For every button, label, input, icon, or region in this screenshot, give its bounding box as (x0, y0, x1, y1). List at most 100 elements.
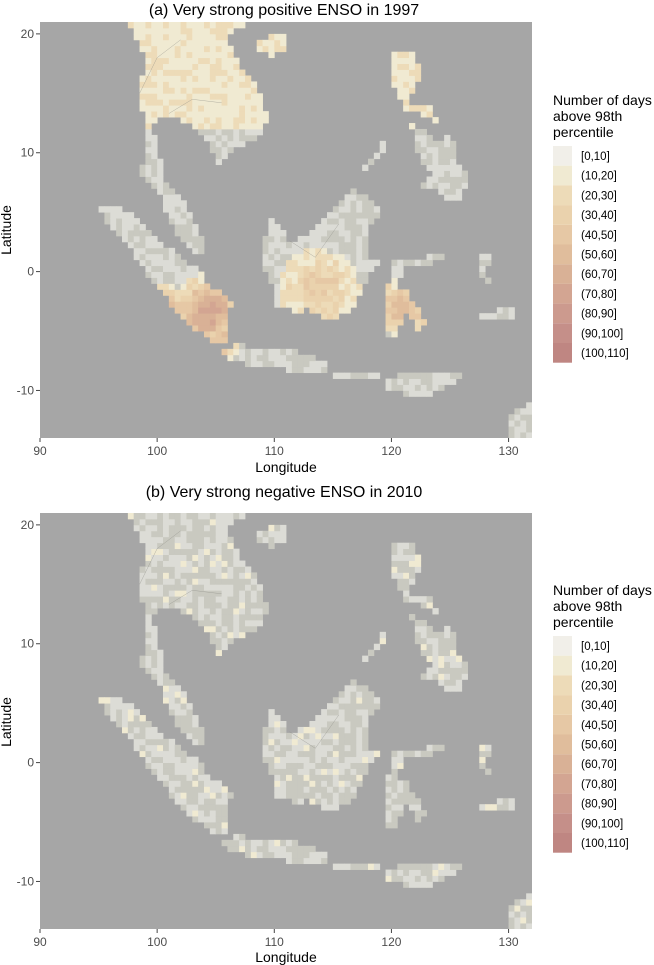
map-cell (332, 265, 340, 272)
map-cell (291, 247, 299, 255)
map-cell (438, 384, 445, 391)
map-cell (338, 691, 345, 698)
map-cell (133, 22, 140, 29)
map-cell (397, 313, 404, 320)
map-cell (280, 301, 287, 308)
map-cell (286, 259, 293, 267)
map-cell (303, 857, 310, 865)
map-cell (338, 200, 345, 207)
map-cell (163, 259, 170, 267)
map-cell (145, 117, 152, 124)
map-cell (403, 384, 410, 391)
map-cell (256, 45, 263, 53)
map-cell (297, 360, 304, 368)
map-cell (151, 673, 158, 680)
map-cell (315, 732, 322, 740)
map-cell (151, 756, 158, 763)
map-cell (332, 744, 340, 752)
map-cell (122, 212, 129, 219)
map-cell (157, 277, 164, 284)
map-cell (139, 530, 146, 538)
map-cell (321, 295, 328, 302)
map-cell (309, 283, 316, 290)
map-cell (204, 513, 211, 520)
map-cell (192, 235, 199, 243)
map-cell (221, 33, 228, 41)
map-cell (145, 164, 152, 171)
map-cell (321, 786, 328, 793)
map-cell (268, 732, 275, 740)
map-cell (450, 176, 457, 183)
map-cell (256, 590, 263, 597)
map-cell (186, 301, 193, 308)
map-cell (432, 372, 439, 379)
map-cell (315, 277, 322, 284)
map-cell (327, 774, 334, 781)
map-cell (168, 259, 176, 267)
map-cell (139, 732, 146, 740)
map-cell (174, 709, 181, 716)
map-cell (157, 93, 164, 100)
map-cell (198, 45, 205, 53)
map-cell (145, 57, 152, 64)
map-cell (133, 224, 140, 231)
map-cell (403, 307, 410, 314)
map-cell (245, 619, 252, 627)
map-cell (204, 51, 211, 59)
map-cell (297, 265, 304, 272)
map-cell (280, 792, 287, 799)
map-cell (450, 140, 457, 148)
map-cell (379, 146, 386, 154)
map-cell (344, 750, 351, 758)
map-cell (204, 560, 211, 567)
map-cell (280, 536, 287, 544)
map-cell (151, 247, 158, 255)
map-cell (204, 331, 211, 338)
map-cell (233, 572, 240, 579)
map-cell (403, 798, 410, 805)
map-cell (192, 313, 199, 320)
map-cell (215, 22, 222, 29)
map-cell (280, 780, 287, 787)
map-cell (420, 146, 427, 154)
map-cell (186, 93, 193, 100)
map-cell (327, 780, 334, 787)
map-cell (414, 816, 422, 823)
map-cell (397, 780, 404, 787)
map-cell (338, 307, 345, 314)
map-cell (315, 295, 322, 302)
map-cell (256, 105, 263, 112)
map-cell (268, 241, 275, 249)
map-cell (479, 744, 486, 752)
map-cell (397, 87, 404, 94)
map-cell (215, 33, 222, 41)
map-cell (215, 336, 222, 344)
map-cell (192, 230, 199, 237)
map-cell (303, 277, 310, 284)
map-cell (344, 721, 351, 728)
map-cell (291, 271, 299, 278)
map-cell (444, 661, 451, 668)
map-cell (332, 241, 340, 249)
map-cell (397, 560, 404, 567)
map-cell (409, 548, 416, 555)
map-cell (151, 750, 158, 758)
map-cell (274, 230, 281, 237)
map-cell (180, 721, 187, 728)
map-cell (157, 247, 164, 255)
map-cell (233, 354, 240, 362)
map-cell (151, 536, 158, 544)
map-cell (297, 307, 304, 314)
map-cell (250, 619, 258, 627)
map-cell (438, 176, 445, 183)
map-cell (157, 265, 164, 272)
map-cell (227, 548, 234, 555)
map-cell (420, 810, 427, 817)
map-cell (174, 721, 181, 728)
map-cell (344, 218, 351, 225)
map-cell (397, 301, 404, 308)
map-cell (362, 756, 369, 763)
map-cell (414, 259, 422, 267)
map-cell (256, 111, 263, 118)
